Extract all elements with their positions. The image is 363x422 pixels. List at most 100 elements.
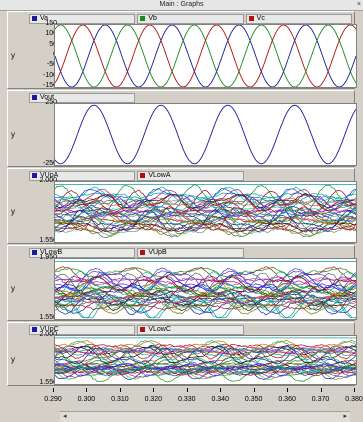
legend-swatch — [32, 172, 37, 178]
series-line — [55, 224, 356, 232]
legend-item-vupa[interactable]: VUpA — [29, 171, 136, 181]
legend-label: VUpB — [148, 249, 167, 256]
legend-item-vlowc[interactable]: VLowC — [137, 325, 244, 335]
legend-swatch — [32, 94, 37, 100]
y-tick-label: -150 — [42, 82, 57, 89]
x-tick-label: 0.330 — [178, 396, 196, 403]
legend-item-vout[interactable]: Vout — [29, 93, 136, 103]
series-line — [55, 365, 356, 381]
legend-swatch — [32, 249, 37, 255]
plot-area[interactable] — [54, 24, 357, 88]
series-line — [55, 276, 356, 292]
series-line — [55, 275, 356, 294]
y-axis-label: y — [11, 51, 15, 60]
series-line — [55, 198, 356, 214]
series-line — [55, 345, 356, 355]
window-title: Main : Graphs — [159, 1, 204, 8]
legend-item-va[interactable]: Va — [29, 14, 136, 24]
series-line — [55, 188, 356, 210]
x-tick-mark — [86, 388, 88, 392]
y-axis-label: y — [11, 129, 15, 139]
series-line — [55, 223, 356, 238]
series-line — [55, 208, 356, 217]
legend-label: Vc — [256, 15, 265, 22]
series-line — [55, 285, 356, 298]
series-line — [55, 219, 356, 237]
series-line — [55, 205, 356, 232]
graph-panel-3: VUpA VLowA y 2.000 1.550 — [7, 168, 357, 244]
series-line — [55, 290, 356, 314]
series-line — [55, 359, 356, 371]
plot-area[interactable] — [54, 335, 357, 385]
legend-swatch — [140, 172, 146, 178]
legend-item-vb[interactable]: Vb — [137, 14, 244, 24]
plot-area[interactable] — [54, 181, 357, 243]
y-tick-label: 1.550 — [39, 314, 57, 321]
x-tick-mark — [53, 388, 54, 392]
series-line — [55, 296, 356, 304]
legend-swatch — [32, 326, 37, 332]
series-line-vout — [55, 104, 356, 165]
graph-panel-4: VLowB VUpB y 1.950 1.550 — [7, 245, 357, 321]
x-tick-mark — [287, 388, 289, 392]
legend-item-vupc[interactable]: VUpC — [29, 325, 136, 335]
scroll-right-icon[interactable]: ▸ — [343, 413, 347, 420]
series-line — [55, 283, 356, 296]
legend-label: VLowC — [148, 326, 171, 333]
legend-item-vc[interactable]: Vc — [245, 14, 352, 24]
series-line — [55, 285, 356, 307]
y-tick-label: 1.550 — [39, 379, 57, 386]
horizontal-scrollbar[interactable]: ◂ ▸ — [60, 411, 350, 422]
y-tick-label: 0 — [21, 51, 57, 58]
y-tick-label: -50 — [46, 61, 57, 69]
series-line — [55, 210, 356, 226]
series-line — [55, 294, 356, 311]
series-line — [55, 275, 356, 293]
series-line — [55, 347, 356, 361]
series-line — [55, 367, 356, 383]
legend: VUpA VLowA — [29, 171, 352, 181]
series-line — [55, 346, 356, 356]
series-line — [55, 211, 356, 220]
graph-panel-2: Vout y 250 -250 — [7, 90, 357, 167]
series-line-vc — [55, 25, 356, 87]
x-tick-label: 0.380 — [345, 396, 363, 403]
legend-swatch — [140, 249, 146, 255]
series-line — [55, 277, 356, 286]
series-line — [55, 345, 356, 365]
legend-item-vupb[interactable]: VUpB — [137, 248, 244, 258]
x-tick-label: 0.340 — [211, 396, 229, 403]
y-tick-label: -250 — [42, 160, 57, 167]
close-icon[interactable]: × — [356, 1, 361, 8]
y-tick-label: 250 — [45, 99, 57, 106]
y-axis-label: y — [11, 355, 15, 364]
legend-item-vlowa[interactable]: VLowA — [137, 171, 244, 181]
legend-item-vlowb[interactable]: VLowB — [29, 248, 136, 258]
plot-area[interactable] — [54, 103, 357, 166]
y-tick-label: 150 — [45, 20, 57, 27]
series-line — [55, 339, 356, 357]
series-line — [55, 188, 356, 210]
y-axis-label: y — [11, 207, 15, 216]
series-line — [55, 348, 356, 355]
series-line — [55, 267, 356, 279]
graph-panel-1: Va Vb Vc y 150 100 50 0 -50 -100 -150 — [7, 11, 357, 89]
x-tick-label: 0.290 — [44, 396, 62, 403]
legend-swatch — [140, 15, 146, 21]
legend: VUpC VLowC — [29, 325, 352, 335]
x-tick-label: 0.360 — [278, 396, 296, 403]
x-tick-label: 0.300 — [77, 396, 96, 403]
legend-swatch — [248, 15, 254, 21]
legend-label: VLowB — [40, 249, 63, 256]
series-line — [55, 214, 356, 236]
series-line — [55, 347, 356, 365]
y-tick-label: 2.000 — [39, 177, 57, 184]
series-line-vb — [55, 25, 356, 87]
series-line — [55, 184, 356, 206]
plot-area[interactable] — [54, 258, 357, 320]
scroll-left-icon[interactable]: ◂ — [63, 413, 67, 420]
series-line — [55, 211, 356, 232]
y-tick-label: -100 — [42, 71, 57, 79]
x-tick-label: 0.320 — [144, 396, 163, 403]
series-line — [55, 193, 356, 210]
